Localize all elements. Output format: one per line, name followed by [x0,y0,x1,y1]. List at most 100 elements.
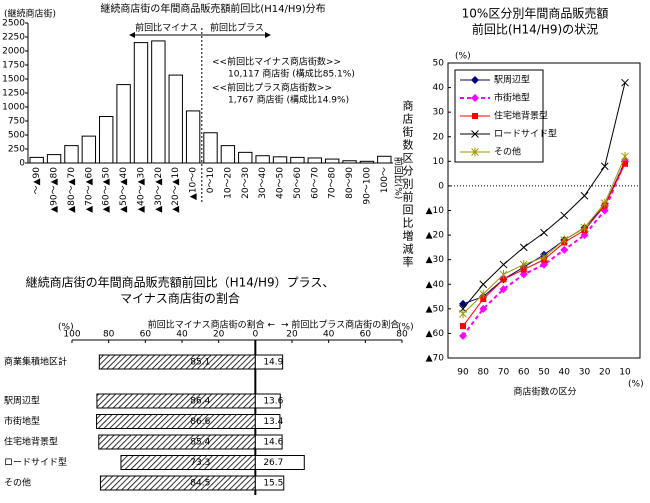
bar-minus [120,455,256,470]
value-label: 84.5 [190,479,210,489]
y-tick-label: 750 [8,117,25,127]
y-tick-label: 1250 [2,89,25,99]
bar [324,158,340,164]
bar [272,156,288,164]
annotation: 10,117 商店街 (構成比85.1%) [228,68,355,80]
bar-minus [96,414,256,429]
value-label: 13.4 [263,417,283,427]
chart-title: 継続商店街の年間商品販売額前回比（H14/H9）プラス、 [26,275,335,290]
category-label: 市街地型 [4,415,40,427]
x-tick-label: ▲10～0 [189,167,199,200]
marker [560,211,569,220]
marker [479,280,488,289]
category-label: 駅周辺型 [4,396,40,407]
x-tick-label: ～▲90 [32,167,42,195]
x-tick-label: 70 [498,368,510,378]
value-label: 15.5 [263,479,283,489]
marker [519,260,528,270]
y-axis-label: 商店街数区分別前回比増減率 [401,99,414,269]
marker [580,223,589,233]
y-unit: (%) [455,52,471,62]
marker-shape [600,162,609,171]
marker-shape [479,280,488,289]
y-tick-label: ▲20 [426,231,445,241]
marker [499,260,508,269]
y-tick-label: ▲40 [426,280,445,290]
annotation: 前回比プラス [210,22,264,34]
x-tick-label: 30 [579,368,591,378]
bar [29,156,44,164]
value-label: 26.7 [263,458,283,468]
chart-title: 継続商店街の年間商品販売額前回比(H14/H9)分布 [100,2,325,15]
marker-shape [519,243,528,252]
y-tick-label: ▲10 [426,206,445,216]
marker [499,285,508,294]
marker [460,323,466,330]
y-tick-label: 1500 [2,75,25,85]
marker-shape [499,285,508,294]
x-tick-label: 60～70 [310,167,320,199]
x-tick-label: 0 [252,330,258,340]
marker-shape [459,331,467,340]
y-tick-label: ▲30 [426,255,445,265]
x-tick-label: 50～60 [293,167,303,199]
value-label: 14.9 [263,358,283,368]
marker [471,130,479,138]
x-tick-label: ▲80～▲70 [67,167,77,213]
marker [459,331,467,340]
chart-title: マイナス商店街の割合 [120,291,240,306]
marker [499,269,508,279]
series-line [462,156,626,315]
value-label: 73.3 [190,458,210,468]
marker-shape [460,323,466,330]
bar [255,155,270,164]
x-tick-label: ▲60～▲50 [102,167,112,213]
marker [621,78,629,87]
bar [116,84,131,164]
value-label: 13.6 [263,397,283,407]
y-tick-label: 250 [8,145,25,155]
marker [540,252,548,262]
legend-label: 住宅地背景型 [494,110,548,122]
y-tick-label: ▲50 [426,304,445,314]
x-tick-label: ▲50～▲40 [119,167,129,213]
y-tick-label: 20 [433,132,445,142]
category-label: 商業集積地区計 [4,356,67,368]
marker-shape [580,191,589,200]
bar [151,40,166,164]
series-line [462,160,626,337]
marker-shape [471,130,479,138]
y-tick-label: 2000 [2,47,25,57]
y-tick-label: 10 [433,157,445,167]
bar-minus [99,475,256,491]
y-tick-label: 1750 [2,61,25,71]
x-tick-label: 40 [323,330,335,340]
x-tick-label: 90 [457,368,469,378]
marker-shape [499,260,508,269]
chart-title: 10%区分別年間商品販売額 [462,6,609,21]
value-label: 85.4 [190,438,210,448]
annotation: 1,767 商店街 (構成比14.9%) [228,94,349,106]
x-tick-label: 90～100 [362,167,372,205]
annotation: <<前回比マイナス商店街数>> [212,56,341,68]
bar [220,145,236,164]
marker [471,147,479,157]
marker-shape [500,276,507,283]
bar [133,42,149,164]
bar-plus [254,414,281,429]
bar [81,135,97,164]
chart-title: 前回比(H14/H9)の状況 [472,22,598,37]
y-tick-label: 0 [19,159,25,169]
x-tick-label: 100 [63,330,80,340]
x-tick-label: 100～ [380,167,390,193]
x-tick-label: 20 [213,330,225,340]
x-tick-label: 60 [518,368,530,378]
marker [459,309,467,319]
marker [500,276,507,283]
x-tick-label: 20～30 [241,167,251,199]
annotation: 前回比マイナス [135,22,198,34]
marker-shape [471,94,479,102]
marker [622,160,628,167]
